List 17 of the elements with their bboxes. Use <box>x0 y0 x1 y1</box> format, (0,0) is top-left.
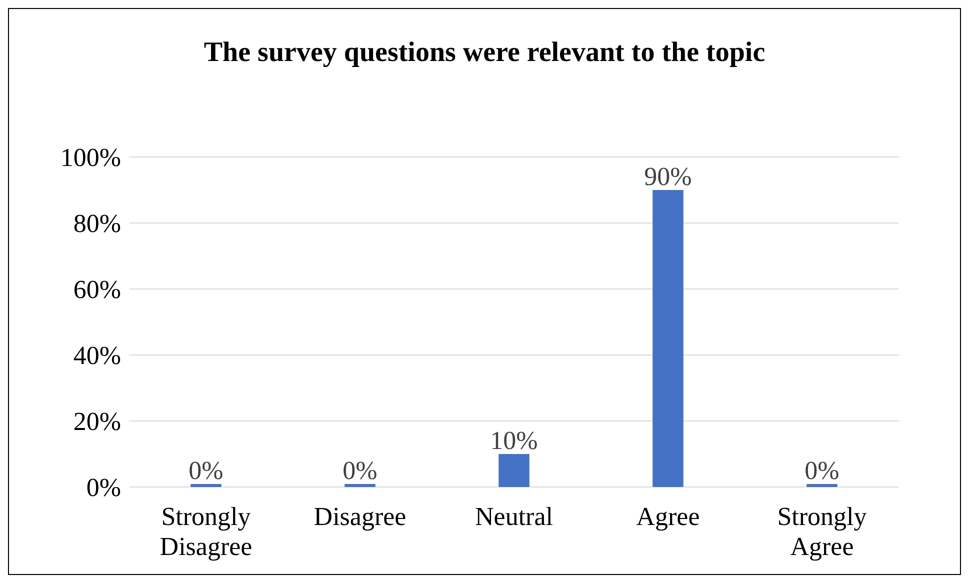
data-label: 90% <box>644 162 692 191</box>
y-tick-label: 100% <box>60 143 121 172</box>
y-tick-label: 60% <box>73 275 121 304</box>
y-tick-label: 0% <box>86 473 121 502</box>
x-tick-label: Strongly Disagree <box>160 502 252 561</box>
data-label: 0% <box>342 456 378 485</box>
x-tick-label: Agree <box>636 502 700 531</box>
x-tick-label: Neutral <box>475 502 553 531</box>
data-label: 0% <box>188 456 224 485</box>
y-tick-label: 40% <box>73 341 121 370</box>
x-tick-label: Disagree <box>314 502 406 531</box>
chart-title: The survey questions were relevant to the topic <box>202 36 766 70</box>
y-tick-label: 80% <box>73 209 121 238</box>
data-label: 10% <box>490 426 538 455</box>
y-tick-label: 20% <box>73 407 121 436</box>
x-tick-label: Strongly Agree <box>777 502 867 561</box>
data-label: 0% <box>804 456 840 485</box>
